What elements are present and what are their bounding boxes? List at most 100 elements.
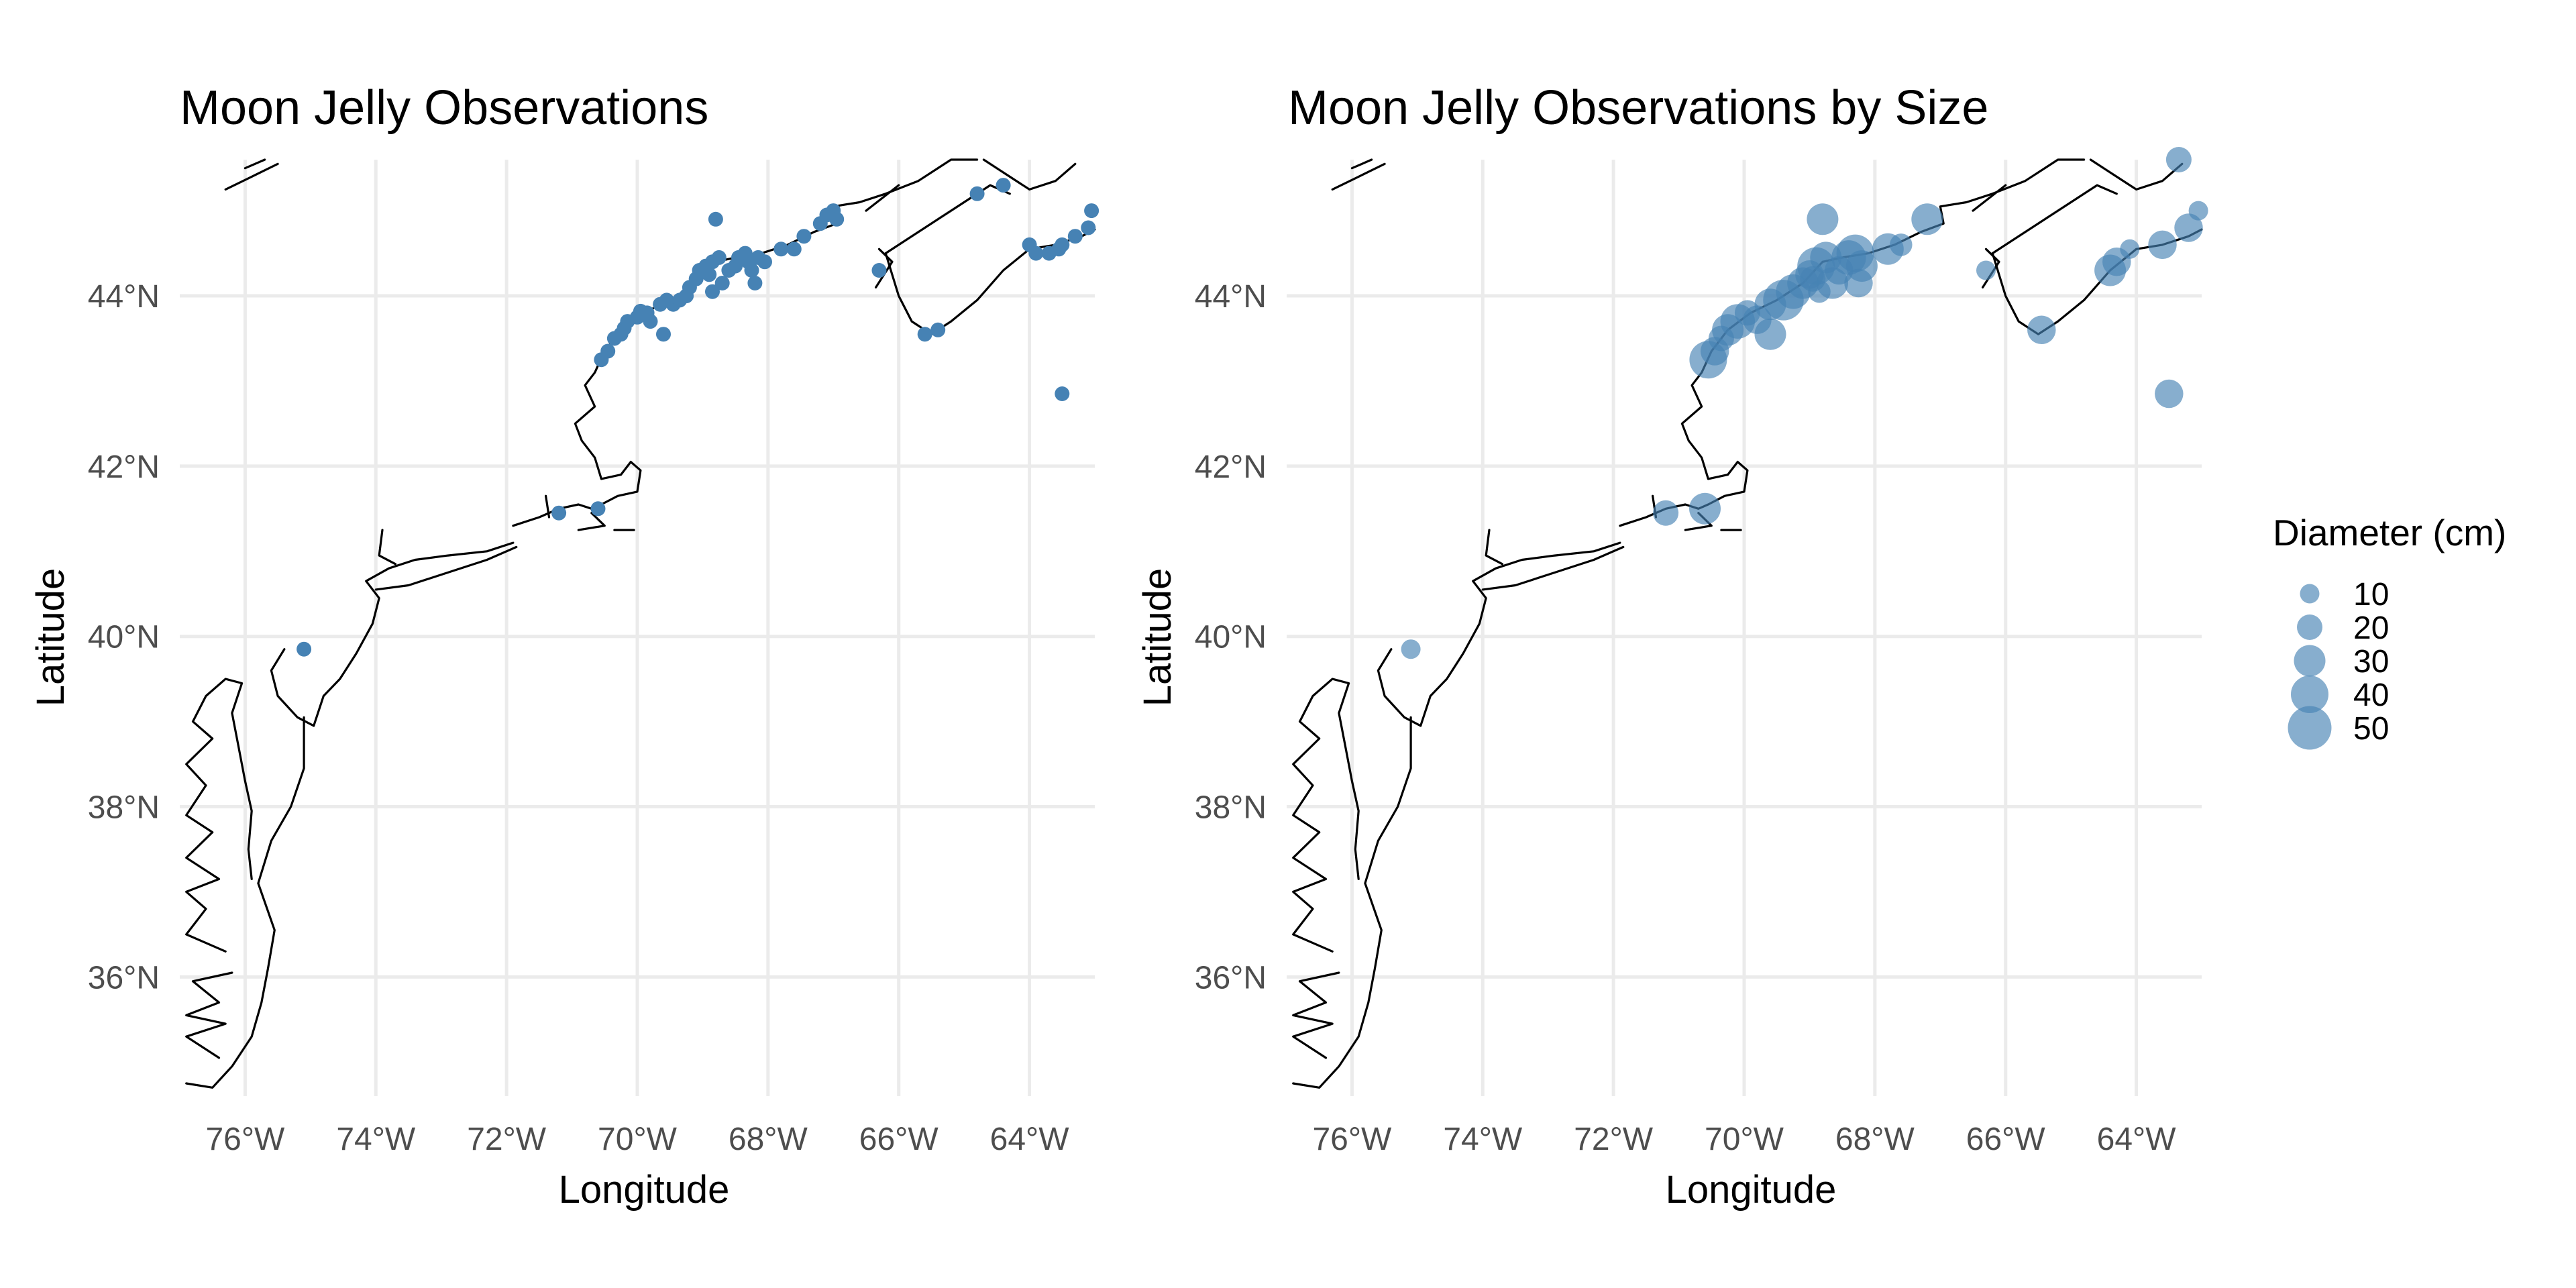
legend-label: 20 <box>2353 610 2389 646</box>
y-tick-label: 44°N <box>88 279 160 315</box>
x-tick-label: 70°W <box>598 1122 678 1157</box>
coastline-segment <box>884 184 1011 255</box>
observation-point <box>2165 147 2192 172</box>
observation-point <box>829 211 845 227</box>
observation-point <box>2188 201 2208 221</box>
observation-point <box>996 178 1011 193</box>
coastline-segment <box>185 716 305 1089</box>
x-tick-label: 64°W <box>2097 1122 2177 1157</box>
observation-point <box>1081 220 1096 235</box>
legend-title: Diameter (cm) <box>2273 512 2506 553</box>
y-tick-label: 38°N <box>88 790 160 826</box>
x-tick-label: 74°W <box>1443 1122 1523 1157</box>
x-tick-label: 68°W <box>729 1122 808 1157</box>
observation-point <box>796 229 812 244</box>
legend-label: 50 <box>2353 711 2389 747</box>
coastline-segment <box>1331 162 1386 191</box>
y-tick-label: 36°N <box>88 960 160 996</box>
coastline-segment <box>875 248 894 288</box>
x-tick-labels: 76°W 74°W 72°W 70°W 68°W 66°W 64°W <box>1312 1122 2176 1157</box>
data-points <box>1401 147 2208 659</box>
observation-point <box>2174 213 2203 242</box>
observation-point <box>757 254 772 270</box>
observation-point <box>714 276 730 290</box>
x-tick-label: 72°W <box>467 1122 547 1157</box>
x-tick-labels: 76°W 74°W 72°W 70°W 68°W 66°W 64°W <box>205 1122 1069 1157</box>
observation-point <box>705 284 720 299</box>
observation-point <box>786 241 802 257</box>
y-tick-label: 36°N <box>1195 960 1267 996</box>
legend-key-circle <box>2300 584 2320 604</box>
observation-point <box>930 322 946 337</box>
legend-label: 40 <box>2353 678 2389 713</box>
coastline-segment <box>1481 545 1625 591</box>
y-tick-label: 42°N <box>1195 449 1267 485</box>
observation-point <box>1976 260 1996 280</box>
observation-point <box>600 343 616 359</box>
coastline-segment <box>2089 158 2184 191</box>
observation-point <box>643 314 658 329</box>
observation-point <box>1055 386 1070 401</box>
coastline-segment <box>1377 648 1422 727</box>
observation-point <box>1653 500 1679 526</box>
coastline-segment <box>1419 541 1621 727</box>
x-tick-label: 66°W <box>1966 1122 2046 1157</box>
observation-point <box>1401 639 1421 659</box>
observation-point <box>871 263 887 278</box>
x-tick-label: 68°W <box>1835 1122 1915 1157</box>
observation-point <box>1055 237 1070 252</box>
coastline-segment <box>865 184 900 212</box>
x-tick-label: 70°W <box>1705 1122 1784 1157</box>
coastline-segment <box>1292 716 1412 1089</box>
observation-point <box>1911 203 1943 235</box>
coastline-segment <box>244 158 266 170</box>
coastline-segment <box>577 512 606 531</box>
coastline-segment <box>1350 158 1373 170</box>
legend-key-circle <box>2294 645 2326 677</box>
data-points <box>297 178 1099 657</box>
observation-point <box>1689 492 1721 525</box>
x-axis-title: Longitude <box>1666 1168 1837 1212</box>
y-tick-label: 40°N <box>1195 620 1267 655</box>
x-tick-label: 72°W <box>1574 1122 1654 1157</box>
coastline-segment <box>1485 529 1504 566</box>
legend-key-circle <box>2288 706 2332 750</box>
coastline-segment <box>313 541 515 727</box>
legend-key-circle <box>2297 614 2322 640</box>
y-axis-title: Latitude <box>29 568 72 706</box>
plot-title: Moon Jelly Observations by Size <box>1288 81 1988 135</box>
y-tick-label: 38°N <box>1195 790 1267 826</box>
observation-point <box>1807 203 1839 235</box>
observation-point <box>708 211 723 227</box>
x-tick-label: 76°W <box>205 1122 285 1157</box>
coastline-segment <box>185 971 233 1059</box>
observation-point <box>656 327 671 342</box>
x-axis-title: Longitude <box>559 1168 730 1212</box>
coastline <box>1292 158 2203 1089</box>
legend-label: 30 <box>2353 644 2389 680</box>
grid-lines <box>1287 160 2202 1096</box>
observation-point <box>1754 318 1786 350</box>
coastline <box>185 158 1096 1089</box>
coastline-segment <box>270 648 315 727</box>
observation-point <box>1844 268 1873 298</box>
coastline-segment <box>545 494 551 519</box>
coastline-segment <box>185 678 253 953</box>
grid-lines <box>180 160 1095 1096</box>
legend-label: 10 <box>2353 577 2389 612</box>
observation-point <box>744 263 759 278</box>
observation-point <box>969 186 985 201</box>
observation-point <box>917 327 932 342</box>
coastline-segment <box>1972 184 2007 212</box>
coastline-segment <box>512 158 979 527</box>
y-tick-labels: 36°N 38°N 40°N 42°N 44°N <box>88 279 160 996</box>
coastline-segment <box>378 529 397 566</box>
observation-point <box>1028 246 1044 261</box>
y-tick-labels: 36°N 38°N 40°N 42°N 44°N <box>1195 279 1267 996</box>
map-panel-by-size: Moon Jelly Observations by Size 76°W 74°W… <box>1136 81 2208 1212</box>
observation-point <box>297 641 312 657</box>
observation-point <box>2120 239 2140 259</box>
observation-point <box>2148 230 2177 260</box>
